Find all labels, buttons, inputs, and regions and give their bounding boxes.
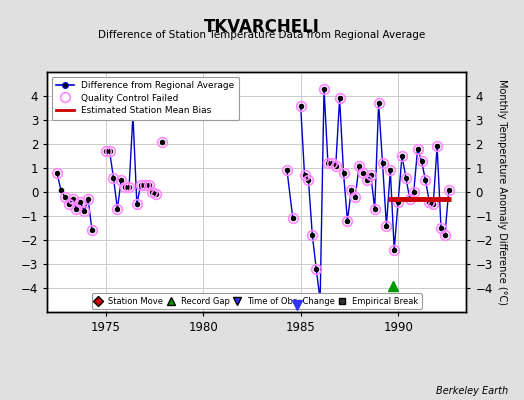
Legend: Station Move, Record Gap, Time of Obs. Change, Empirical Break: Station Move, Record Gap, Time of Obs. C… bbox=[92, 293, 422, 309]
Text: Berkeley Earth: Berkeley Earth bbox=[436, 386, 508, 396]
Y-axis label: Monthly Temperature Anomaly Difference (°C): Monthly Temperature Anomaly Difference (… bbox=[497, 79, 507, 305]
Text: Difference of Station Temperature Data from Regional Average: Difference of Station Temperature Data f… bbox=[99, 30, 425, 40]
Text: TKVARCHELI: TKVARCHELI bbox=[204, 18, 320, 36]
